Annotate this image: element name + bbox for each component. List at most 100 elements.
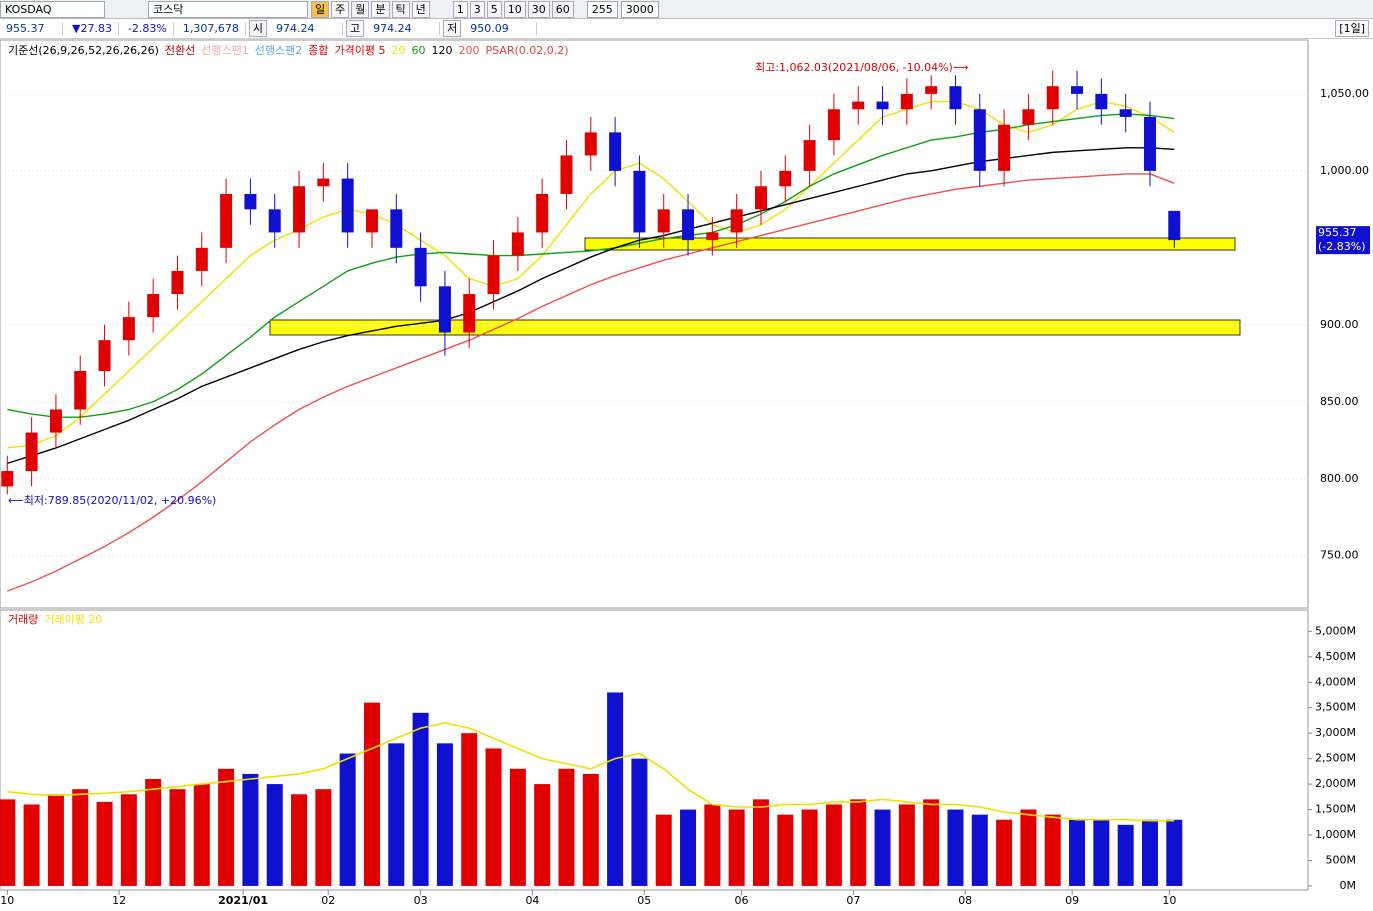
interval-button[interactable]: 5 [486,0,502,18]
volume-bar [777,814,794,886]
rate: -2.83% [122,22,174,35]
x-tick-label: 02 [321,894,335,907]
x-tick-label: 07 [846,894,860,907]
legend-item: 60 [411,44,425,57]
price: 955.37 [0,22,63,35]
open: 974.24 [270,22,343,35]
candle-body [195,247,208,271]
candle-body [122,317,135,341]
x-tick-label: 2021/01 [218,894,268,907]
volume-bar [412,712,429,886]
candle-body [390,209,403,248]
y-tick-label: 2,500M [1315,752,1356,765]
candle-body [438,286,451,333]
period-button[interactable]: 틱 [391,0,410,18]
period-button[interactable]: 월 [351,0,370,18]
y-tick-label: 1,000M [1315,828,1356,841]
period-button[interactable]: 분 [371,0,390,18]
volume-bar [1166,819,1183,886]
x-tick-label: 09 [1065,894,1079,907]
period-button[interactable]: 일 [311,0,330,18]
span[interactable]: [1일] [1335,20,1369,37]
candle-body [268,209,281,233]
volume-bar [291,794,308,886]
x-tick-label: 10 [0,894,14,907]
legend-item: 전환선 [165,44,195,57]
legend-item: 거래량 [8,613,38,626]
candle-body [74,370,87,410]
x-tick-label: 12 [112,894,126,907]
y-tick-label: 500M [1326,853,1357,866]
volume-bar [218,768,235,886]
volume-bar [704,804,721,886]
y-tick-label: 800.00 [1320,472,1359,485]
change: ▼27.83 [66,22,119,35]
volume-bar [47,794,64,886]
period-button[interactable]: 주 [331,0,350,18]
volume-bar [23,804,40,886]
candle-body [682,209,695,241]
volume-bar [947,809,964,886]
interval-button[interactable]: 1 [452,0,468,18]
volume-bar [388,743,405,886]
candle-body [925,86,938,94]
volume-bar [1044,814,1061,886]
candle-body [1095,93,1108,110]
ma-line [7,147,1175,465]
volume-bar [120,794,137,886]
price-frame [0,39,1309,609]
volume-bar [315,789,332,886]
candle-body [341,178,354,233]
last-price: 955.37 [1318,226,1357,239]
last-price-box [1316,226,1370,255]
volume-ma-line [7,722,1175,822]
volume-bar [1141,819,1158,886]
x-tick-label: 04 [525,894,539,907]
candle-body [293,186,306,233]
legend-item: 종합 [308,44,328,57]
symbol-name[interactable]: 코스닥 [148,0,308,18]
x-tick-label: 10 [1162,894,1176,907]
total[interactable]: 3000 [620,0,659,18]
legend-item: 가격이평 5 [335,44,386,57]
legend-item: 선행스팬1 [201,44,248,57]
candle-body [25,432,38,472]
volume-bar [655,814,672,886]
candle-body [487,255,500,295]
volume-bar [607,692,624,886]
volume-bar [558,768,575,886]
volume-bar [898,804,915,886]
candle-body [609,132,622,171]
last-rate: (-2.83%) [1318,240,1366,253]
y-tick-label: 1,500M [1315,803,1356,816]
period-button[interactable]: 년 [411,0,430,18]
count[interactable]: 255 [586,0,618,18]
candle-body [973,109,986,171]
y-tick-label: 1,050.00 [1320,87,1369,100]
volume-bar [485,748,502,886]
volume-bar [1020,809,1037,886]
candle-body [511,232,524,256]
legend-item: 거래이평 20 [44,613,102,626]
annotation: 최고:1,062.03(2021/08/06, -10.04%)⟶ [755,61,969,74]
volume-bar [193,784,210,886]
volume-bar [1069,819,1086,886]
ma-line [7,173,1175,592]
interval-button[interactable]: 30 [527,0,550,18]
y-tick-label: 1,000.00 [1320,164,1369,177]
volume-bar [582,773,599,886]
volume-bar [1093,819,1110,886]
volume-bar [680,809,697,886]
interval-button[interactable]: 3 [469,0,485,18]
legend-item: 20 [391,44,405,57]
interval-button[interactable]: 10 [503,0,526,18]
interval-button[interactable]: 60 [551,0,574,18]
candle-body [949,86,962,110]
symbol[interactable]: KOSDAQ [0,0,105,18]
volume-bar [266,784,283,886]
candle-body [827,109,840,141]
candle-body [754,186,767,210]
y-tick-label: 4,500M [1315,650,1356,663]
